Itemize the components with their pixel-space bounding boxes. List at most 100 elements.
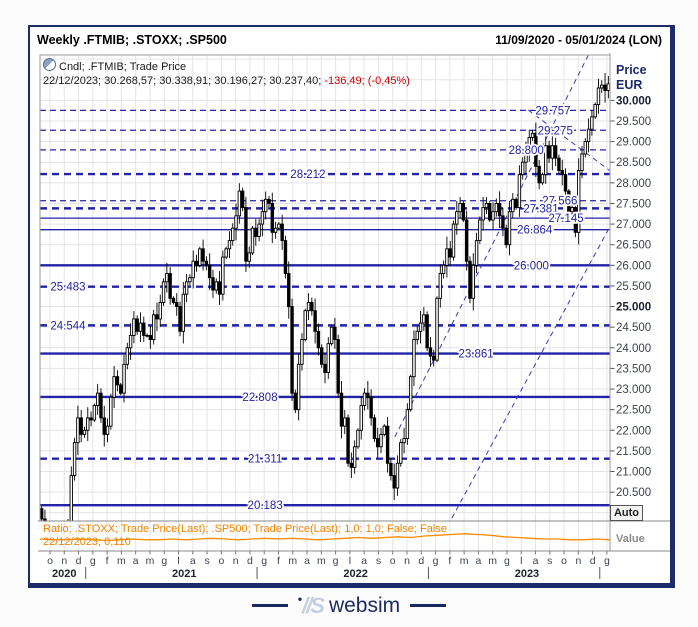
legend-ohlc-values: 22/12/2023; 30.268,57; 30.338,91; 30.196… — [43, 74, 325, 87]
svg-text:22.000: 22.000 — [616, 425, 651, 437]
annotation-clock-icon[interactable] — [43, 58, 56, 71]
svg-text:s: s — [204, 555, 209, 567]
legend-change-values: -136,49; (-0,45%) — [324, 74, 410, 87]
svg-text:o: o — [561, 555, 567, 567]
svg-text:27.566: 27.566 — [542, 196, 577, 208]
ratio-legend: Ratio; .STOXX; Trade Price(Last); .SP500… — [43, 523, 603, 548]
svg-text:a: a — [190, 555, 196, 567]
svg-text:28.212: 28.212 — [290, 169, 325, 181]
chart-canvas[interactable]: 29.757 29.275 28.800 28.212 27.56627.38127.1… — [38, 53, 670, 581]
chart-window: Weekly .FTMIB; .STOXX; .SP500 11/09/2020… — [28, 25, 675, 588]
svg-text:21.311: 21.311 — [248, 454, 282, 466]
svg-text:26.500: 26.500 — [616, 240, 651, 252]
svg-text:m: m — [488, 555, 497, 567]
svg-text:f: f — [277, 555, 280, 567]
svg-text:m: m — [117, 555, 126, 567]
svg-text:n: n — [575, 555, 581, 567]
legend-series-label: Cndl; .FTMIB; Trade Price — [59, 61, 187, 73]
svg-text:o: o — [47, 555, 53, 567]
trendlines — [394, 55, 610, 519]
svg-text:d: d — [76, 555, 82, 567]
svg-text:g: g — [261, 555, 267, 567]
support-resistance-lines — [40, 109, 610, 507]
svg-text:o: o — [218, 555, 224, 567]
svg-text:a: a — [361, 555, 367, 567]
svg-text:29.000: 29.000 — [616, 137, 651, 149]
svg-text:n: n — [233, 555, 239, 567]
svg-text:20.500: 20.500 — [616, 487, 651, 499]
svg-text:24.000: 24.000 — [616, 343, 651, 355]
svg-text:29.500: 29.500 — [616, 116, 651, 128]
svg-text:o: o — [390, 555, 396, 567]
svg-text:g: g — [504, 555, 510, 567]
svg-text:m: m — [288, 555, 297, 567]
svg-text:a: a — [475, 555, 481, 567]
svg-text:l: l — [177, 555, 179, 567]
svg-text:n: n — [404, 555, 410, 567]
candlestick-series — [40, 72, 610, 521]
svg-text:2022: 2022 — [343, 568, 367, 580]
date-range: 11/09/2020 - 05/01/2024 (LON) — [495, 33, 662, 47]
svg-text:27.381: 27.381 — [523, 203, 558, 215]
svg-text:30.000: 30.000 — [616, 95, 651, 107]
svg-text:a: a — [304, 555, 310, 567]
ratio-legend-series: Ratio; .STOXX; Trade Price(Last); .SP500… — [43, 523, 447, 535]
svg-text:22.500: 22.500 — [616, 405, 651, 417]
svg-text:EUR: EUR — [616, 78, 642, 92]
svg-text:23.000: 23.000 — [616, 384, 651, 396]
websim-logo-icon: •//S — [297, 592, 325, 618]
plot-surface[interactable] — [40, 55, 610, 521]
svg-text:g: g — [433, 555, 439, 567]
svg-text:21.000: 21.000 — [616, 467, 651, 479]
chart-area: 29.757 29.275 28.800 28.212 27.566 27.381 27.1… — [38, 53, 670, 581]
svg-text:a: a — [533, 555, 539, 567]
chart-title: Weekly .FTMIB; .STOXX; .SP500 — [37, 33, 227, 47]
svg-text:26.000: 26.000 — [514, 260, 549, 272]
svg-text:2023: 2023 — [515, 568, 539, 580]
svg-text:g: g — [333, 555, 339, 567]
svg-text:27.000: 27.000 — [616, 219, 651, 231]
svg-text:25.000: 25.000 — [616, 302, 651, 314]
footer: •//S websim — [0, 592, 698, 619]
svg-text:n: n — [61, 555, 67, 567]
svg-text:l: l — [520, 555, 522, 567]
svg-text:m: m — [317, 555, 326, 567]
svg-text:28.000: 28.000 — [616, 178, 651, 190]
svg-text:25.500: 25.500 — [616, 281, 651, 293]
svg-text:s: s — [376, 555, 381, 567]
svg-text:23.861: 23.861 — [458, 349, 493, 361]
svg-text:m: m — [460, 555, 469, 567]
svg-text:Price: Price — [616, 63, 647, 77]
svg-text:26.000: 26.000 — [616, 260, 651, 272]
svg-text:m: m — [146, 555, 155, 567]
svg-text:s: s — [547, 555, 552, 567]
svg-text:22.808: 22.808 — [242, 392, 277, 404]
svg-text:28.800: 28.800 — [509, 145, 544, 157]
svg-text:2020: 2020 — [52, 568, 76, 580]
websim-brand: websim — [328, 593, 401, 617]
svg-text:29.757: 29.757 — [535, 105, 570, 117]
svg-text:24.544: 24.544 — [50, 320, 86, 332]
svg-text:29.275: 29.275 — [538, 125, 573, 137]
svg-text:25.483: 25.483 — [50, 282, 85, 294]
value-axis-label: Value — [616, 533, 645, 545]
svg-text:d: d — [247, 555, 253, 567]
svg-text:20.183: 20.183 — [248, 500, 283, 512]
svg-text:g: g — [604, 555, 610, 567]
chart-legend: Cndl; .FTMIB; Trade Price 22/12/2023; 30… — [43, 58, 410, 88]
svg-text:g: g — [90, 555, 96, 567]
svg-text:26.864: 26.864 — [517, 225, 553, 237]
footer-rule-right — [410, 604, 447, 607]
level-labels: 29.757 29.275 28.800 28.212 27.56627.38127.1… — [49, 104, 586, 514]
svg-text:d: d — [418, 555, 424, 567]
svg-text:27.145: 27.145 — [549, 213, 584, 225]
svg-text:f: f — [448, 555, 451, 567]
svg-text:a: a — [133, 555, 139, 567]
svg-text:27.500: 27.500 — [616, 198, 651, 210]
svg-text:24.500: 24.500 — [616, 322, 651, 334]
svg-text:28.500: 28.500 — [616, 157, 651, 169]
auto-scale-button[interactable]: Auto — [610, 505, 643, 521]
